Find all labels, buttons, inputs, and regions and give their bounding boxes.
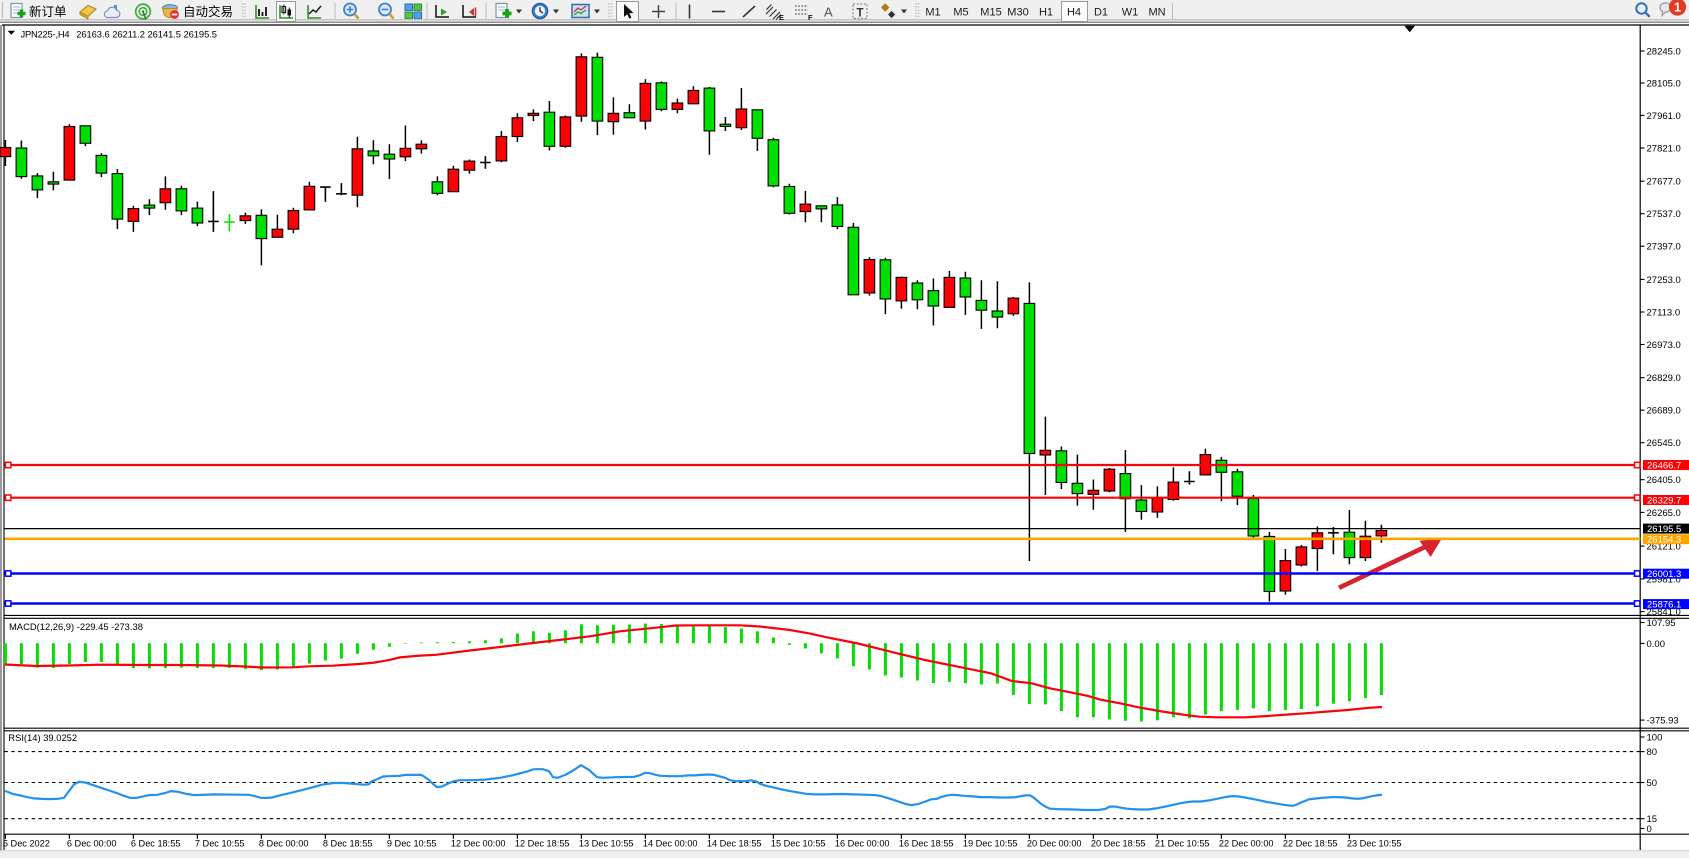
svg-text:E: E — [779, 13, 784, 22]
svg-text:15 Dec 10:55: 15 Dec 10:55 — [771, 839, 826, 849]
svg-text:MACD(12,26,9) -229.45 -273.38: MACD(12,26,9) -229.45 -273.38 — [9, 621, 143, 632]
svg-text:A: A — [824, 5, 833, 20]
svg-text:MN: MN — [1148, 7, 1165, 19]
svg-text:27113.0: 27113.0 — [1647, 307, 1681, 318]
svg-text:M5: M5 — [953, 7, 968, 19]
svg-text:21 Dec 10:55: 21 Dec 10:55 — [1155, 839, 1210, 849]
svg-text:16 Dec 18:55: 16 Dec 18:55 — [899, 839, 954, 849]
svg-text:26163.6 26211.2 26141.5 26195.: 26163.6 26211.2 26141.5 26195.5 — [76, 28, 217, 39]
svg-text:1: 1 — [1674, 0, 1681, 14]
svg-text:28245.0: 28245.0 — [1647, 46, 1681, 57]
svg-text:26689.0: 26689.0 — [1647, 406, 1681, 417]
svg-text:26265.0: 26265.0 — [1647, 508, 1681, 519]
svg-text:27253.0: 27253.0 — [1647, 275, 1681, 286]
svg-text:27821.0: 27821.0 — [1647, 143, 1681, 154]
svg-text:新订单: 新订单 — [29, 4, 67, 19]
svg-text:12 Dec 18:55: 12 Dec 18:55 — [515, 839, 570, 849]
svg-text:26405.0: 26405.0 — [1647, 475, 1681, 486]
svg-text:107.95: 107.95 — [1647, 618, 1676, 629]
svg-text:26545.0: 26545.0 — [1647, 438, 1681, 449]
svg-text:100: 100 — [1647, 732, 1663, 743]
svg-text:H1: H1 — [1039, 7, 1053, 19]
svg-text:27961.0: 27961.0 — [1647, 111, 1681, 122]
svg-text:5 Dec 2022: 5 Dec 2022 — [3, 839, 50, 849]
svg-text:自动交易: 自动交易 — [183, 4, 233, 19]
svg-text:D1: D1 — [1094, 7, 1108, 19]
svg-text:27397.0: 27397.0 — [1647, 242, 1681, 253]
svg-text:9 Dec 10:55: 9 Dec 10:55 — [387, 839, 437, 849]
svg-text:22 Dec 18:55: 22 Dec 18:55 — [1283, 839, 1338, 849]
svg-text:14 Dec 18:55: 14 Dec 18:55 — [707, 839, 762, 849]
svg-text:13 Dec 10:55: 13 Dec 10:55 — [579, 839, 634, 849]
svg-text:0: 0 — [1647, 824, 1652, 835]
svg-text:25876.1: 25876.1 — [1647, 600, 1681, 611]
svg-text:JPN225-,H4: JPN225-,H4 — [21, 28, 70, 39]
svg-text:27537.0: 27537.0 — [1647, 209, 1681, 220]
svg-text:16 Dec 00:00: 16 Dec 00:00 — [835, 839, 890, 849]
svg-text:27677.0: 27677.0 — [1647, 177, 1681, 188]
svg-text:F: F — [808, 13, 813, 22]
svg-text:26154.3: 26154.3 — [1647, 535, 1681, 546]
svg-text:20 Dec 00:00: 20 Dec 00:00 — [1027, 839, 1082, 849]
svg-text:W1: W1 — [1122, 7, 1139, 19]
svg-text:23 Dec 10:55: 23 Dec 10:55 — [1347, 839, 1402, 849]
svg-text:8 Dec 00:00: 8 Dec 00:00 — [259, 839, 309, 849]
svg-text:25841.0: 25841.0 — [1647, 607, 1681, 618]
svg-text:26466.7: 26466.7 — [1647, 460, 1681, 471]
svg-text:26329.7: 26329.7 — [1647, 495, 1681, 506]
svg-text:12 Dec 00:00: 12 Dec 00:00 — [451, 839, 506, 849]
svg-text:M30: M30 — [1007, 7, 1028, 19]
svg-text:20 Dec 18:55: 20 Dec 18:55 — [1091, 839, 1146, 849]
svg-text:26829.0: 26829.0 — [1647, 373, 1681, 384]
svg-text:50: 50 — [1647, 778, 1658, 789]
svg-text:M1: M1 — [925, 7, 940, 19]
svg-text:M15: M15 — [980, 7, 1001, 19]
svg-text:-375.93: -375.93 — [1647, 716, 1679, 727]
svg-text:22 Dec 00:00: 22 Dec 00:00 — [1219, 839, 1274, 849]
svg-text:26973.0: 26973.0 — [1647, 340, 1681, 351]
svg-text:RSI(14) 39.0252: RSI(14) 39.0252 — [8, 732, 77, 743]
svg-text:8 Dec 18:55: 8 Dec 18:55 — [323, 839, 373, 849]
svg-text:26121.0: 26121.0 — [1647, 542, 1681, 553]
svg-text:25981.0: 25981.0 — [1647, 574, 1681, 585]
svg-text:80: 80 — [1647, 747, 1658, 758]
svg-text:28105.0: 28105.0 — [1647, 78, 1681, 89]
svg-text:T: T — [857, 8, 864, 20]
svg-text:0.00: 0.00 — [1647, 639, 1666, 650]
svg-text:26195.5: 26195.5 — [1647, 524, 1681, 535]
svg-text:15: 15 — [1647, 814, 1658, 825]
svg-text:7 Dec 10:55: 7 Dec 10:55 — [195, 839, 245, 849]
svg-text:19 Dec 10:55: 19 Dec 10:55 — [963, 839, 1018, 849]
svg-text:H4: H4 — [1067, 7, 1081, 19]
svg-text:6 Dec 00:00: 6 Dec 00:00 — [67, 839, 117, 849]
svg-text:6 Dec 18:55: 6 Dec 18:55 — [131, 839, 181, 849]
svg-text:14 Dec 00:00: 14 Dec 00:00 — [643, 839, 698, 849]
svg-text:26001.3: 26001.3 — [1647, 569, 1681, 580]
